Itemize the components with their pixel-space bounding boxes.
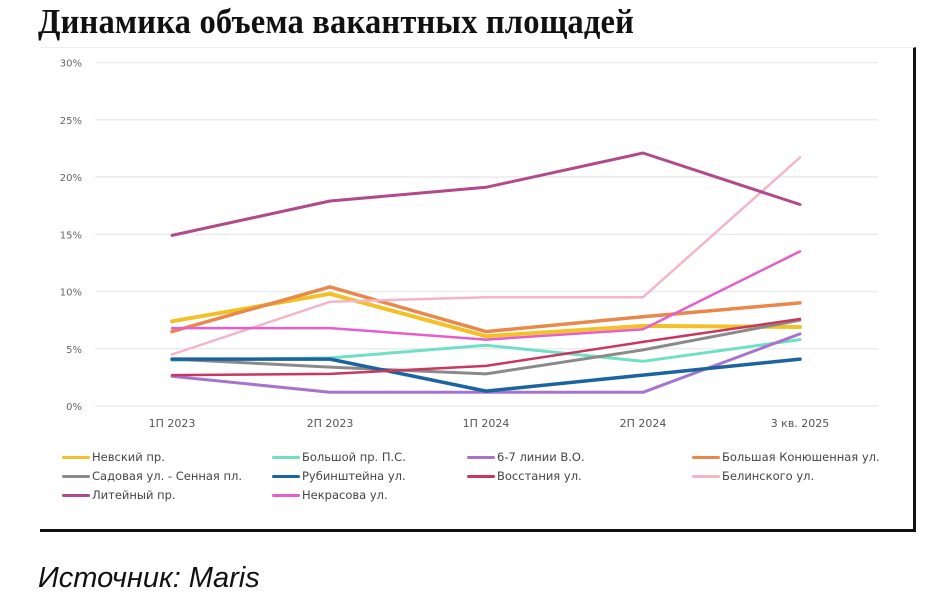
- y-tick-label: 5%: [66, 345, 82, 356]
- y-tick-label: 25%: [60, 116, 82, 127]
- y-axis-ticks: 0% 5% 10% 15% 20% 25% 30%: [60, 59, 82, 414]
- legend-label: Садовая ул. - Сенная пл.: [92, 469, 243, 483]
- x-tick-label: 2П 2024: [620, 417, 667, 430]
- legend-label: Литейный пр.: [92, 488, 176, 502]
- legend-label: Некрасова ул.: [302, 488, 388, 502]
- legend-swatch-icon: [272, 493, 300, 497]
- legend-swatch-icon: [467, 455, 495, 459]
- legend-item: Некрасова ул.: [272, 488, 388, 502]
- series-line: [170, 285, 802, 334]
- x-tick-label: 1П 2024: [463, 417, 510, 430]
- legend-item: Садовая ул. - Сенная пл.: [62, 469, 242, 483]
- legend-item: Литейный пр.: [62, 488, 176, 502]
- y-tick-label: 15%: [60, 230, 82, 241]
- line-chart: 0%5%10%15%20%25%30% 1П 2023 2П 2023 1П 202…: [60, 59, 878, 430]
- legend-swatch-icon: [272, 474, 300, 478]
- legend-swatch-icon: [62, 493, 90, 497]
- series-line: [170, 317, 802, 377]
- legend-item: Восстания ул.: [467, 469, 582, 483]
- chart-frame: [40, 47, 916, 532]
- series-line: [170, 250, 802, 341]
- legend-label: Большой пр. П.С.: [302, 450, 406, 464]
- legend-label: Восстания ул.: [497, 469, 582, 483]
- y-tick-label: 30%: [60, 59, 82, 70]
- legend-swatch-icon: [692, 455, 720, 459]
- legend-swatch-icon: [467, 474, 495, 478]
- series-line: [170, 357, 802, 393]
- series-line: [170, 151, 802, 237]
- legend-label: Рубинштейна ул.: [302, 469, 406, 483]
- chart-title: Динамика объема вакантных площадей: [38, 2, 635, 41]
- series-line: [170, 318, 802, 376]
- x-axis-ticks: 1П 2023 2П 2023 1П 2024 2П 2024 3 кв. 2025: [149, 417, 830, 430]
- legend-item: Рубинштейна ул.: [272, 469, 406, 483]
- legend-label: 6-7 линии В.О.: [497, 450, 585, 464]
- legend-item: Невский пр.: [62, 450, 165, 464]
- legend-swatch-icon: [692, 474, 720, 478]
- legend-item: Большая Конюшенная ул.: [692, 450, 880, 464]
- y-gridlines: [95, 61, 878, 407]
- legend-label: Большая Конюшенная ул.: [722, 450, 880, 464]
- legend-item: Белинского ул.: [692, 469, 814, 483]
- legend-swatch-icon: [62, 474, 90, 478]
- legend-item: 6-7 линии В.О.: [467, 450, 585, 464]
- legend-label: Белинского ул.: [722, 469, 815, 483]
- x-tick-label: 2П 2023: [307, 417, 354, 430]
- series-line: [170, 156, 802, 356]
- source-caption: Источник: Maris: [38, 562, 260, 594]
- y-tick-label: 10%: [60, 288, 82, 299]
- legend-label: Невский пр.: [92, 450, 165, 464]
- y-tick-label: 0%: [66, 402, 82, 413]
- legend-item: Большой пр. П.С.: [272, 450, 406, 464]
- y-tick-label: 20%: [60, 173, 82, 184]
- x-tick-label: 3 кв. 2025: [771, 417, 830, 430]
- x-tick-label: 1П 2023: [149, 417, 196, 430]
- series-lines: [170, 151, 802, 394]
- legend-swatch-icon: [62, 455, 90, 459]
- legend-swatch-icon: [272, 455, 300, 459]
